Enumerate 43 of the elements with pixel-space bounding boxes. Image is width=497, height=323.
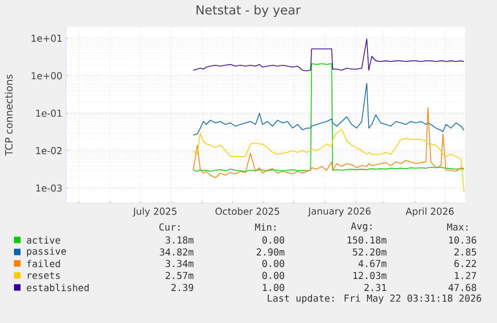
text: Avg:: [350, 222, 372, 232]
text: 0.00: [262, 260, 284, 268]
text: 12.03m: [353, 272, 386, 280]
text: 2.90m: [256, 248, 284, 256]
text: 2.85: [454, 248, 476, 256]
x-tick-label: April 2026: [406, 208, 454, 217]
x-tick-label: October 2025: [216, 208, 280, 215]
line-series: [192, 107, 464, 178]
y-tick-label: 1e-03: [36, 184, 62, 192]
legend-label: passive: [27, 247, 66, 257]
text: 0.00: [262, 236, 284, 244]
text: 34.82m: [160, 248, 194, 256]
y-tick-label: 1e-01: [36, 110, 62, 117]
text: 52.20m: [352, 248, 386, 256]
legend-label: resets: [28, 272, 60, 279]
text: 4.67m: [358, 260, 386, 268]
text: Max:: [447, 223, 468, 231]
text: 1.27: [454, 272, 476, 280]
y-tick-label: 1e+01: [32, 34, 62, 42]
text: 150.18m: [348, 236, 386, 244]
legend-label: established: [26, 284, 89, 292]
text: 2.57m: [166, 272, 194, 280]
chart-title: Netstat - by year: [196, 4, 301, 18]
y-tick-label: 1e-02: [36, 147, 62, 154]
x-tick-label: January 2026: [308, 208, 371, 217]
line-series: [192, 63, 464, 172]
y-axis-title: TCP connections: [4, 74, 13, 156]
text: 2.31: [364, 284, 386, 292]
text: 2.39: [171, 284, 194, 292]
legend-label: active: [26, 236, 60, 244]
y-tick-label: 1e+00: [32, 72, 62, 80]
text: 0.00: [262, 272, 284, 280]
text: Min:: [255, 223, 276, 231]
text: 3.18m: [166, 236, 194, 244]
text: 47.68: [448, 284, 476, 292]
text: Cur:: [159, 223, 180, 231]
text: Last update: Fri May 22 03:31:18 2026: [268, 294, 482, 304]
text: 1.00: [262, 284, 284, 292]
text: 3.34m: [166, 260, 194, 268]
x-tick-label: July 2025: [132, 208, 176, 217]
text: 10.36: [449, 236, 476, 244]
text: 6.22: [454, 260, 476, 268]
legend-label: failed: [27, 260, 60, 268]
